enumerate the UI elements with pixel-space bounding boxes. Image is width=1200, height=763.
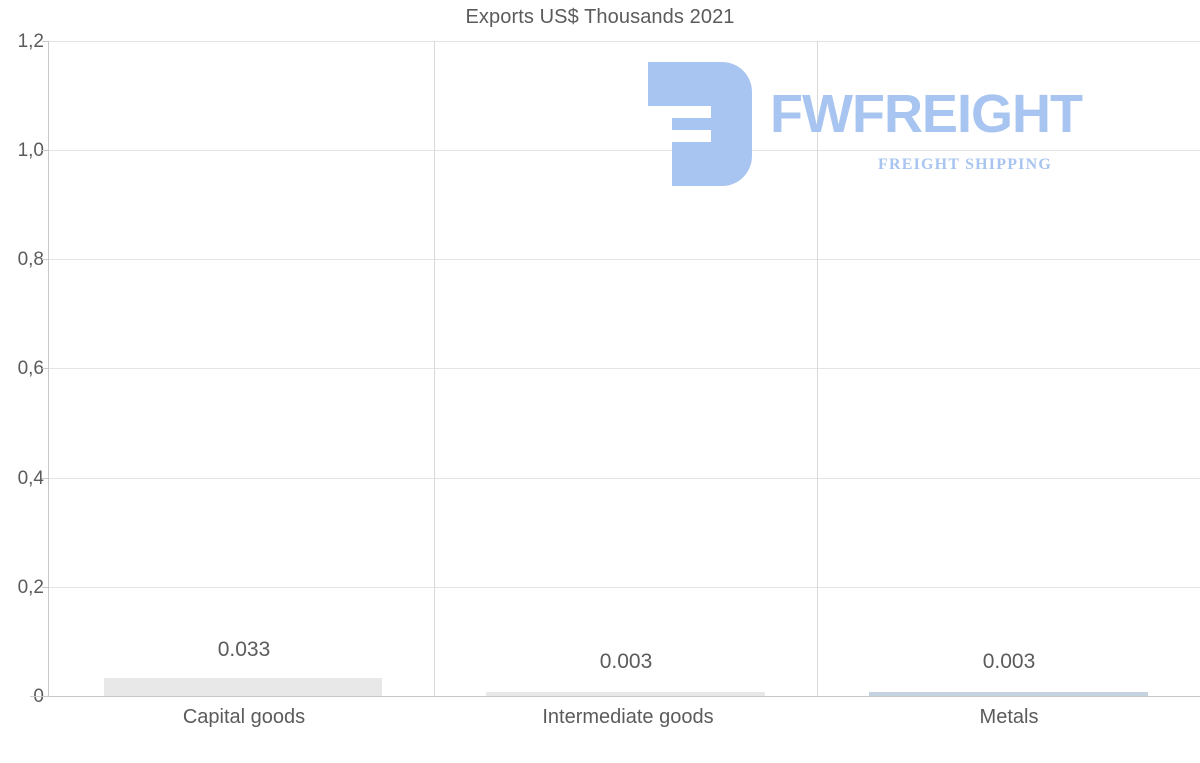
y-axis-line	[48, 41, 49, 697]
x-axis-label-metals: Metals	[979, 706, 1039, 728]
bar-capital-goods[interactable]	[104, 678, 382, 696]
gridline-horizontal	[48, 259, 1200, 260]
chart-title: Exports US$ Thousands 2021	[465, 6, 735, 28]
y-tick-label: 0,4	[17, 468, 44, 489]
y-tick-mark	[42, 478, 48, 479]
x-axis-label-intermediate-goods: Intermediate goods	[542, 706, 714, 728]
y-tick-label: 0,2	[17, 577, 44, 598]
y-tick-mark	[42, 368, 48, 369]
gridline-vertical	[434, 41, 435, 696]
y-tick-label: 0,6	[17, 358, 44, 379]
y-tick-label: 0	[0, 686, 44, 708]
y-axis: 1,2 1,0 0,8 0,6 0,4 0,2 0	[0, 0, 48, 763]
bar-value-label-metals: 0.003	[982, 650, 1036, 673]
bar-intermediate-goods[interactable]	[486, 692, 765, 696]
y-tick-label: 1,0	[17, 140, 44, 161]
gridline-horizontal	[48, 41, 1200, 42]
bar-value-label-capital-goods: 0.033	[217, 638, 271, 661]
bar-value-label-intermediate-goods: 0.003	[599, 650, 653, 673]
x-axis-label-capital-goods: Capital goods	[182, 706, 306, 728]
gridline-horizontal	[48, 150, 1200, 151]
gridline-horizontal	[48, 478, 1200, 479]
y-tick-label: 0,8	[17, 249, 44, 270]
gridline-horizontal	[48, 368, 1200, 369]
plot-area	[48, 41, 1200, 696]
y-tick-mark	[42, 259, 48, 260]
y-tick-label: 1,2	[17, 31, 44, 52]
gridline-vertical	[817, 41, 818, 696]
gridline-horizontal	[48, 587, 1200, 588]
bar-metals[interactable]	[869, 692, 1148, 696]
x-axis-line	[30, 696, 1200, 697]
y-tick-mark	[42, 41, 48, 42]
y-tick-mark	[42, 587, 48, 588]
y-tick-mark	[42, 150, 48, 151]
